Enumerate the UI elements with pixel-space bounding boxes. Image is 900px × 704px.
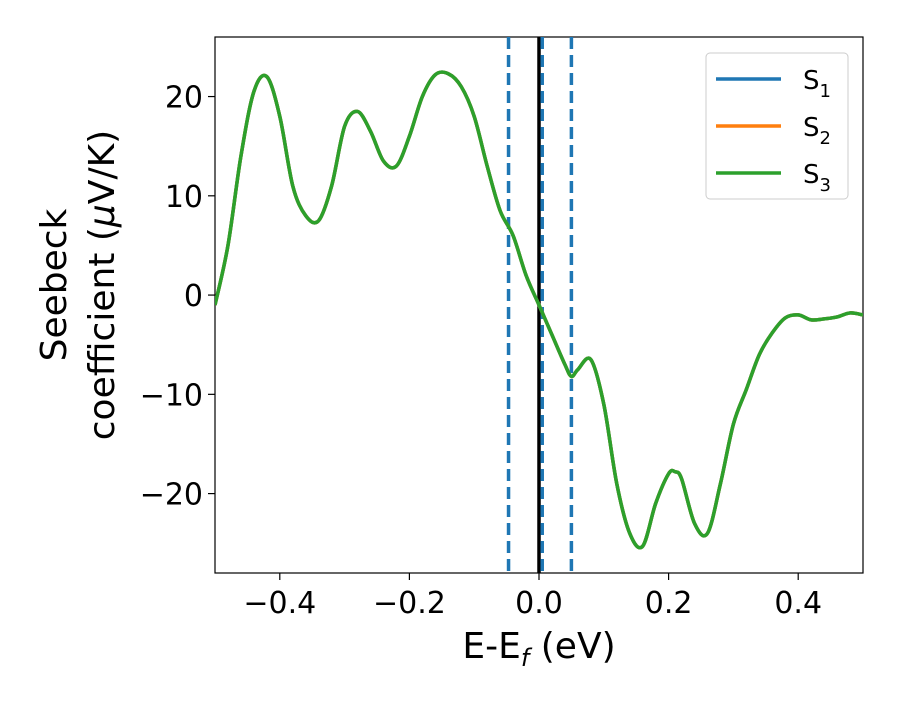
legend-label-main: S bbox=[803, 160, 820, 190]
legend-label: S2 bbox=[803, 113, 831, 149]
x-axis-label-suffix: (eV) bbox=[529, 626, 615, 667]
x-tick-label: 0.2 bbox=[645, 586, 693, 621]
legend-label-main: S bbox=[803, 66, 820, 96]
x-tick-label: −0.2 bbox=[373, 586, 446, 621]
y-axis-label: Seebeck coefficient (μV/K) bbox=[34, 130, 123, 440]
legend-label: S3 bbox=[803, 160, 831, 196]
x-tick-label: −0.4 bbox=[243, 586, 316, 621]
legend-label-sub: 3 bbox=[820, 175, 831, 196]
y-tick-label: −20 bbox=[140, 478, 203, 513]
y-axis-label-line2: coefficient (μV/K) bbox=[82, 130, 123, 440]
y-tick-label: 0 bbox=[184, 279, 203, 314]
y-tick-label: −10 bbox=[140, 378, 203, 413]
y-tick-label: 10 bbox=[165, 180, 203, 215]
x-axis-label-main: E-E bbox=[462, 626, 520, 667]
legend-label-sub: 2 bbox=[820, 128, 831, 149]
x-axis-ticks: −0.4 −0.2 0.0 0.2 0.4 bbox=[243, 573, 822, 621]
series-line-s3 bbox=[215, 70, 863, 550]
legend-label-sub: 1 bbox=[820, 81, 831, 102]
x-tick-label: 0.4 bbox=[774, 586, 822, 621]
y-axis-label-line1: Seebeck bbox=[34, 208, 75, 361]
y-axis-label-line2-prefix: coefficient ( bbox=[82, 227, 123, 440]
y-tick-label: 20 bbox=[165, 81, 203, 116]
y-axis-ticks: 20 10 0 −10 −20 bbox=[140, 81, 215, 513]
y-axis-label-line2-suffix: V/K) bbox=[82, 130, 123, 204]
x-tick-label: 0.0 bbox=[515, 586, 563, 621]
x-axis-label: E-Ef (eV) bbox=[462, 626, 615, 672]
legend-label-main: S bbox=[803, 113, 820, 143]
legend-label: S1 bbox=[803, 66, 831, 102]
series-lines bbox=[215, 70, 863, 550]
y-axis-label-mu: μ bbox=[82, 204, 123, 228]
